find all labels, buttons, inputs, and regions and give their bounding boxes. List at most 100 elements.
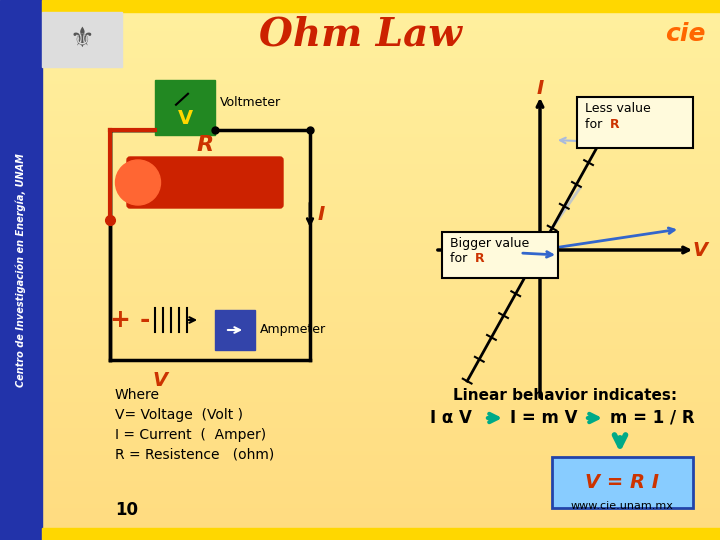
Bar xyxy=(0,261,720,262)
Bar xyxy=(0,15,720,16)
Bar xyxy=(0,328,720,329)
Bar xyxy=(0,164,720,165)
Text: 10: 10 xyxy=(115,501,138,519)
Bar xyxy=(0,379,720,380)
Bar xyxy=(0,101,720,102)
Bar xyxy=(0,198,720,199)
Text: I: I xyxy=(536,78,544,98)
Bar xyxy=(0,169,720,170)
Bar xyxy=(0,153,720,154)
Bar xyxy=(0,229,720,230)
Bar xyxy=(0,173,720,174)
Bar xyxy=(0,159,720,160)
Bar xyxy=(0,206,720,207)
Bar xyxy=(0,246,720,247)
Bar xyxy=(0,476,720,477)
Bar xyxy=(0,97,720,98)
Bar xyxy=(0,199,720,200)
Bar xyxy=(0,314,720,315)
Bar xyxy=(0,110,720,111)
Bar xyxy=(0,507,720,508)
Bar xyxy=(0,116,720,117)
Bar xyxy=(0,282,720,283)
Bar xyxy=(0,284,720,285)
Bar xyxy=(0,366,720,367)
Bar xyxy=(0,292,720,293)
Bar xyxy=(0,286,720,287)
Bar xyxy=(0,238,720,239)
Bar xyxy=(0,214,720,215)
Bar xyxy=(0,125,720,126)
Circle shape xyxy=(115,160,161,205)
Bar xyxy=(0,392,720,393)
Bar xyxy=(0,395,720,396)
Bar xyxy=(0,321,720,322)
Bar xyxy=(0,63,720,64)
Bar xyxy=(0,506,720,507)
Bar xyxy=(0,375,720,376)
Bar xyxy=(0,359,720,360)
Bar xyxy=(0,124,720,125)
Bar xyxy=(0,396,720,397)
Bar xyxy=(0,88,720,89)
Bar xyxy=(0,530,720,531)
Bar xyxy=(0,145,720,146)
Bar xyxy=(0,278,720,279)
Bar xyxy=(0,81,720,82)
Bar xyxy=(0,364,720,365)
Bar xyxy=(0,441,720,442)
Bar xyxy=(0,347,720,348)
Bar xyxy=(0,104,720,105)
Bar xyxy=(0,443,720,444)
Text: Ohm Law: Ohm Law xyxy=(258,15,462,53)
Bar xyxy=(0,55,720,56)
Bar xyxy=(0,391,720,392)
Bar xyxy=(0,152,720,153)
Bar xyxy=(0,327,720,328)
Bar xyxy=(0,362,720,363)
Bar xyxy=(0,459,720,460)
Bar xyxy=(0,265,720,266)
Bar xyxy=(0,121,720,122)
Bar xyxy=(0,168,720,169)
Bar xyxy=(0,413,720,414)
Bar xyxy=(0,232,720,233)
Bar xyxy=(0,21,720,22)
Bar xyxy=(0,511,720,512)
Bar xyxy=(0,330,720,331)
Bar xyxy=(0,410,720,411)
Bar xyxy=(0,160,720,161)
Bar xyxy=(0,532,720,533)
Bar xyxy=(0,315,720,316)
Bar xyxy=(0,274,720,275)
Bar xyxy=(0,495,720,496)
Bar xyxy=(0,147,720,148)
Text: R: R xyxy=(475,252,485,265)
Bar xyxy=(0,255,720,256)
Bar xyxy=(0,290,720,291)
Text: cie: cie xyxy=(665,22,706,46)
Bar xyxy=(0,448,720,449)
Bar xyxy=(0,363,720,364)
Bar xyxy=(0,372,720,373)
Bar xyxy=(0,136,720,137)
Bar xyxy=(0,163,720,164)
Bar xyxy=(0,528,720,529)
Bar xyxy=(0,325,720,326)
Bar xyxy=(0,437,720,438)
Bar xyxy=(0,91,720,92)
Bar xyxy=(0,49,720,50)
Text: V: V xyxy=(153,370,168,389)
Bar xyxy=(0,309,720,310)
Bar xyxy=(0,254,720,255)
Bar xyxy=(0,371,720,372)
Text: Bigger value: Bigger value xyxy=(450,237,529,250)
Bar xyxy=(0,172,720,173)
Bar xyxy=(42,528,720,540)
Bar xyxy=(0,340,720,341)
Bar xyxy=(0,192,720,193)
Bar xyxy=(0,514,720,515)
Bar xyxy=(0,442,720,443)
Bar xyxy=(0,281,720,282)
Bar xyxy=(0,47,720,48)
